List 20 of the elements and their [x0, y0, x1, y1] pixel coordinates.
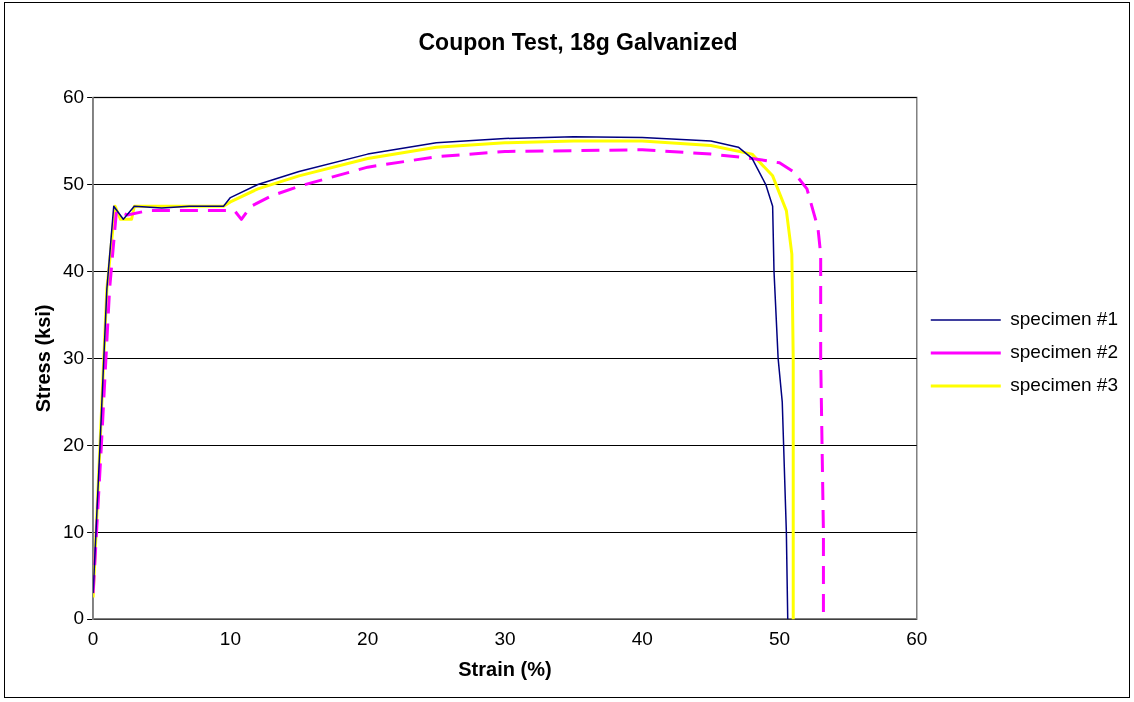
y-tick-label: 10	[62, 520, 85, 542]
y-axis-title: Stress (ksi)	[31, 304, 54, 413]
x-axis-title: Strain (%)	[458, 657, 552, 680]
legend-label: specimen #1	[1010, 308, 1119, 330]
y-tick-label: 30	[62, 346, 85, 368]
y-tick-label: 60	[62, 85, 85, 107]
x-tick-label: 40	[631, 627, 653, 649]
y-tick-label: 0	[73, 607, 85, 629]
y-tick-label: 20	[62, 433, 85, 455]
y-tick-label: 40	[62, 259, 85, 281]
legend-label: specimen #2	[1010, 341, 1119, 363]
legend-label: specimen #3	[1010, 374, 1119, 396]
x-tick-label: 30	[494, 627, 516, 649]
y-tick-label: 50	[62, 172, 85, 194]
x-tick-label: 50	[768, 627, 791, 649]
x-tick-label: 60	[906, 627, 928, 649]
chart-title: Coupon Test, 18g Galvanized	[418, 29, 738, 56]
x-tick-label: 10	[219, 627, 241, 649]
x-tick-label: 20	[357, 627, 379, 649]
x-tick-label: 0	[87, 627, 99, 649]
